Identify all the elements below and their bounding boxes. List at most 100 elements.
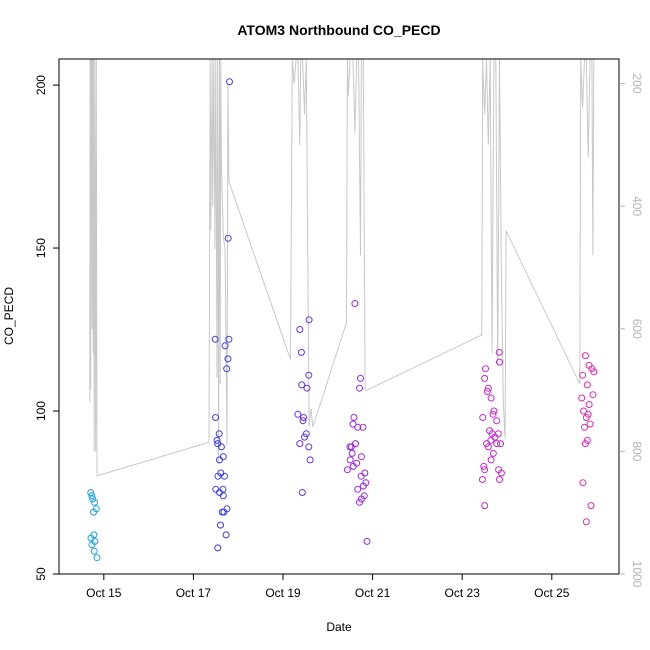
data-point <box>303 384 311 392</box>
data-point <box>354 423 362 431</box>
data-point <box>305 371 313 379</box>
data-point <box>224 355 232 363</box>
data-point <box>478 476 486 483</box>
data-point <box>302 430 310 438</box>
data-point <box>583 381 591 389</box>
data-point <box>493 417 501 425</box>
data-point <box>580 407 587 415</box>
y2-axis-right: 200 400 600 800 1000 <box>619 74 644 588</box>
y-axis-label: CO_PECD <box>2 287 16 345</box>
x-axis-label: Date <box>326 620 352 634</box>
data-point <box>347 443 355 451</box>
y2-tick-label: 1000 <box>630 561 644 588</box>
data-point <box>481 466 489 474</box>
data-point <box>487 436 495 444</box>
data-point <box>92 505 100 513</box>
data-point <box>294 410 302 418</box>
y-tick-label: 200 <box>34 75 48 95</box>
data-point <box>348 449 356 457</box>
data-point <box>585 401 593 408</box>
data-point <box>484 384 492 392</box>
data-point <box>301 433 308 441</box>
data-point <box>91 537 99 545</box>
data-point <box>298 381 306 389</box>
data-point <box>584 410 592 418</box>
y-tick-label: 50 <box>34 567 48 581</box>
data-point <box>343 466 351 474</box>
data-point <box>349 462 357 470</box>
data-point <box>350 414 358 421</box>
y-tick-label: 150 <box>34 238 48 258</box>
x-tick-label: Oct 19 <box>265 586 301 600</box>
data-point <box>361 469 369 477</box>
data-point <box>351 300 359 307</box>
data-point <box>349 420 357 428</box>
data-point <box>493 440 501 448</box>
y2-tick-label: 200 <box>630 74 644 94</box>
data-point <box>219 453 227 461</box>
data-point <box>306 456 314 464</box>
data-point <box>224 234 232 242</box>
data-point <box>487 394 495 402</box>
data-point <box>226 78 233 86</box>
data-point <box>219 485 227 493</box>
data-point <box>88 492 96 500</box>
data-point <box>217 443 225 451</box>
data-point <box>221 342 229 350</box>
x-tick-label: Oct 21 <box>355 586 391 600</box>
data-point <box>354 485 362 493</box>
altitude-profile-line <box>89 58 595 477</box>
data-point <box>222 531 230 539</box>
data-point <box>581 440 589 448</box>
data-point <box>483 440 490 448</box>
data-point <box>482 365 489 373</box>
data-point <box>357 472 365 480</box>
data-point <box>296 440 304 448</box>
data-point <box>212 485 220 493</box>
data-point <box>357 453 365 461</box>
data-point <box>297 348 305 356</box>
y-axis: 50 100 150 200 <box>34 75 59 581</box>
data-point <box>586 420 594 428</box>
data-point <box>588 365 596 373</box>
data-point <box>356 498 363 506</box>
data-point <box>581 352 589 360</box>
data-point <box>496 476 503 483</box>
data-point <box>363 537 371 545</box>
data-point <box>497 440 504 448</box>
data-point <box>489 410 497 418</box>
chart-title: ATOM3 Northbound CO_PECD <box>237 22 440 38</box>
altitude-profile-line-layer <box>89 58 595 477</box>
data-point <box>487 456 495 464</box>
x-tick-label: Oct 25 <box>534 586 570 600</box>
data-point <box>359 423 367 431</box>
data-point <box>91 498 98 506</box>
x-axis: Oct 15 Oct 17 Oct 19 Oct 21 Oct 23 Oct 25 <box>86 574 570 600</box>
x-tick-label: Oct 17 <box>176 586 212 600</box>
data-point <box>587 502 595 510</box>
data-point <box>300 414 307 421</box>
y2-tick-label: 600 <box>630 319 644 339</box>
data-point <box>579 371 587 379</box>
plot-frame <box>58 58 620 575</box>
x-tick-label: Oct 15 <box>86 586 122 600</box>
data-point <box>298 489 306 496</box>
data-points-layer <box>87 78 598 562</box>
data-point <box>495 466 503 474</box>
data-point <box>481 502 489 510</box>
data-point <box>223 365 231 373</box>
data-point <box>90 547 98 555</box>
data-point <box>214 544 222 552</box>
data-point <box>495 348 503 356</box>
data-point <box>225 335 233 343</box>
data-point <box>299 417 307 425</box>
data-point <box>216 456 223 464</box>
data-point <box>211 335 219 343</box>
data-point <box>87 489 95 496</box>
data-point <box>356 384 363 392</box>
data-point <box>357 374 364 382</box>
data-point <box>581 423 588 431</box>
data-point <box>480 462 488 470</box>
y-tick-label: 100 <box>34 401 48 421</box>
